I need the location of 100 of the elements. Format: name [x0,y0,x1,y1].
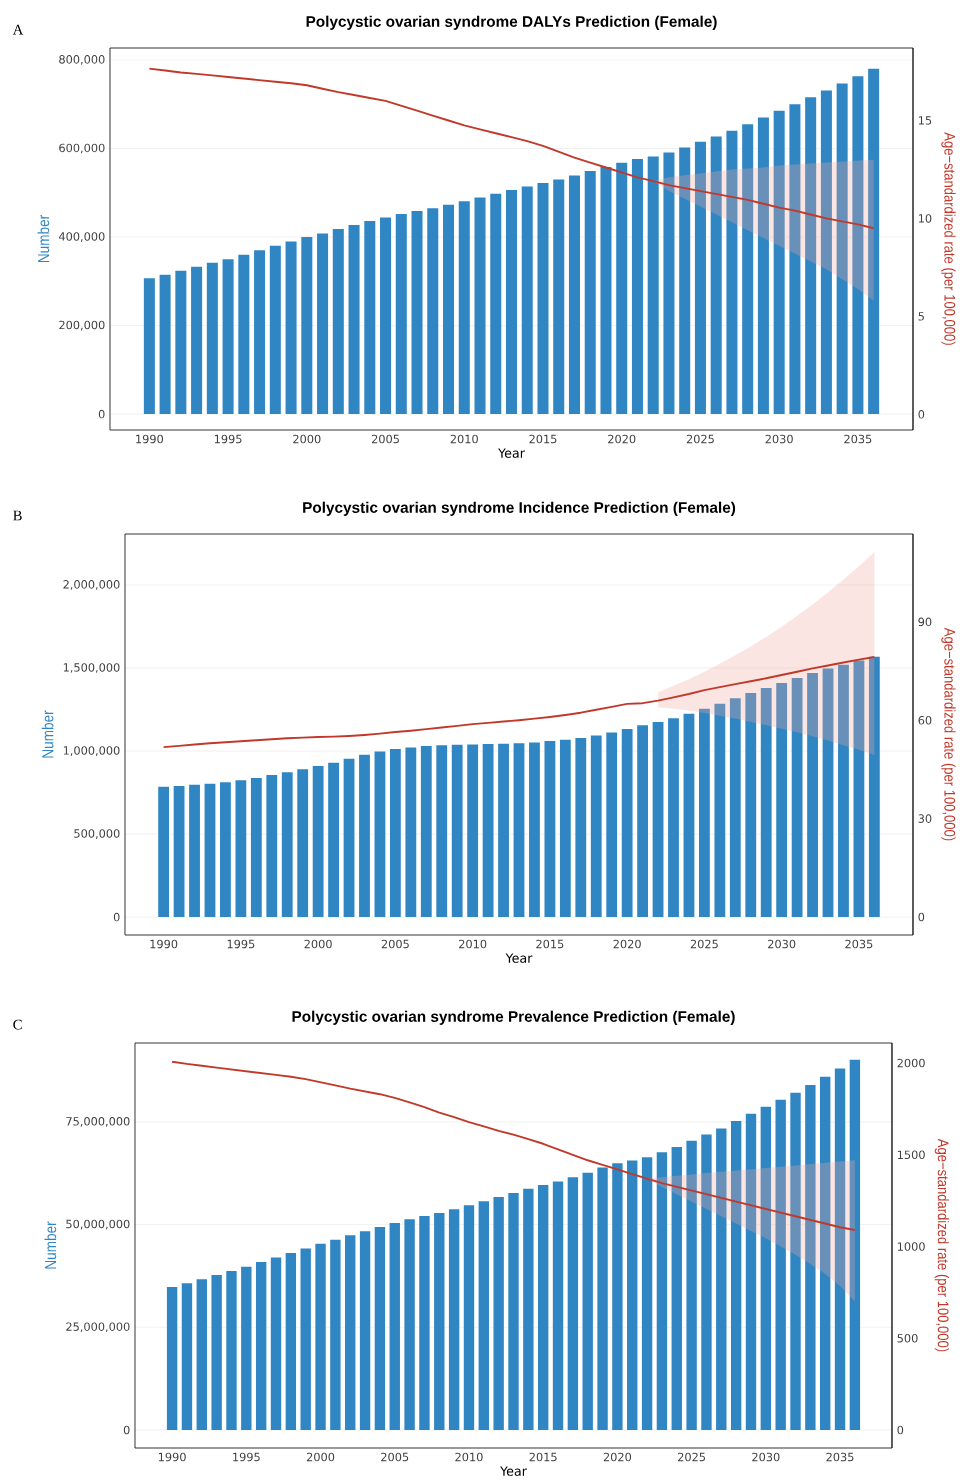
bar [523,1188,534,1430]
bar [328,762,339,918]
bar [189,784,200,918]
bar [822,668,834,918]
bar [427,208,439,415]
bar [434,1213,445,1430]
bar [443,204,455,415]
y2-tick-label: 10 [918,214,932,223]
bar [330,1239,341,1430]
bar [196,1279,207,1430]
bar [600,167,612,415]
bar [652,721,664,918]
bar [868,656,880,918]
bar [683,713,695,918]
bar [269,245,281,415]
bar [760,687,772,918]
bar [332,229,344,415]
bar [374,1227,386,1430]
y-tick-label: 0 [98,409,105,419]
bar [419,1215,430,1430]
y2-axis-title: Age−standardized rate (per 100,000) [934,1138,949,1352]
y2-tick-label: 90 [918,617,932,627]
bar [348,225,360,415]
bar [508,1192,519,1430]
x-axis-title: Year [500,1466,527,1476]
bar [395,214,407,415]
x-tick-label: 2020 [608,434,636,444]
x-tick-label: 1995 [233,1452,260,1462]
x-tick-label: 2020 [603,1452,632,1462]
bar [181,1283,193,1430]
bar [285,241,297,415]
y2-tick-label: 15 [918,116,932,125]
bar [773,110,785,415]
bar [694,141,706,415]
x-tick-label: 2010 [455,1452,483,1462]
bar [359,1231,371,1430]
bar [537,1185,549,1430]
bar [868,68,880,415]
x-tick-label: 2010 [450,434,478,444]
y-tick-label: 2,000,000 [63,580,120,590]
bar [820,90,832,415]
bar [606,732,618,918]
bar [627,1160,638,1430]
bar [451,744,463,918]
bar [729,698,741,918]
bar [405,747,417,918]
x-tick-label: 2035 [826,1452,854,1462]
text: C [13,1019,22,1030]
bar [805,1084,816,1430]
bar [699,708,710,918]
bar [312,765,324,918]
bar [775,1099,786,1430]
x-tick-label: 2005 [381,939,409,949]
bar [513,743,525,918]
bar [173,785,185,918]
x-tick-label: 2005 [381,1452,409,1462]
y-axis-title: Number [44,1221,57,1269]
y2-axis-title: Age−standardized rate (per 100,000) [941,132,956,345]
x-tick-label: 2030 [768,939,796,949]
bar [254,250,266,415]
x-tick-label: 1995 [227,939,255,949]
bar [590,735,602,918]
x-tick-label: 1990 [150,939,178,949]
y-axis-title: Number [41,710,54,758]
bar [467,744,479,918]
bar [458,201,470,415]
y2-tick-label: 0 [918,912,925,922]
bar [807,672,818,918]
bar [474,197,486,415]
bar [834,1068,846,1430]
bar [204,783,216,918]
x-tick-label: 2025 [678,1452,706,1462]
y-axis-title: Number [37,215,50,263]
bar [701,1134,712,1430]
bar [553,179,565,415]
bar [791,677,803,918]
y2-tick-label: 500 [897,1333,918,1343]
bar [420,746,432,918]
y-tick-label: 200,000 [59,320,105,331]
bar [616,162,628,415]
bar [776,682,788,918]
y2-tick-label: 30 [918,814,932,823]
bar [582,1172,593,1430]
bar [537,183,549,415]
y-tick-label: 1,500,000 [63,663,120,673]
bar [621,729,633,918]
bar [222,259,234,415]
bar [505,190,518,415]
y-tick-label: 800,000 [59,55,105,65]
text: B [13,510,22,521]
x-tick-label: 2005 [371,434,399,444]
x-tick-label: 2000 [306,1452,335,1462]
y-tick-label: 0 [113,912,120,922]
y-tick-label: 50,000,000 [66,1219,130,1230]
bar [789,104,801,415]
x-tick-label: 2035 [844,434,872,444]
y-tick-label: 400,000 [58,232,105,242]
y2-tick-label: 5 [918,312,924,321]
y2-tick-label: 0 [918,410,925,419]
bar [463,1205,475,1430]
